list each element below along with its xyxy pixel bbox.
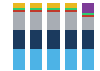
- Bar: [30, 3, 42, 8]
- Bar: [48, 30, 60, 49]
- Bar: [30, 12, 42, 30]
- Bar: [82, 3, 94, 13]
- Bar: [48, 49, 60, 70]
- Bar: [13, 49, 25, 70]
- Bar: [82, 13, 94, 15]
- Bar: [65, 49, 77, 70]
- Bar: [82, 15, 94, 17]
- Bar: [65, 8, 77, 10]
- Bar: [65, 30, 77, 49]
- Bar: [65, 12, 77, 30]
- Bar: [48, 3, 60, 8]
- Bar: [65, 10, 77, 12]
- Bar: [30, 10, 42, 12]
- Bar: [48, 8, 60, 10]
- Bar: [13, 30, 25, 49]
- Bar: [13, 8, 25, 10]
- Bar: [82, 17, 94, 30]
- Bar: [48, 10, 60, 12]
- Bar: [30, 30, 42, 49]
- Bar: [82, 30, 94, 49]
- Bar: [30, 8, 42, 10]
- Bar: [13, 3, 25, 8]
- Bar: [65, 3, 77, 8]
- Bar: [13, 12, 25, 30]
- Bar: [30, 49, 42, 70]
- Bar: [13, 10, 25, 12]
- Bar: [82, 49, 94, 70]
- Bar: [48, 12, 60, 30]
